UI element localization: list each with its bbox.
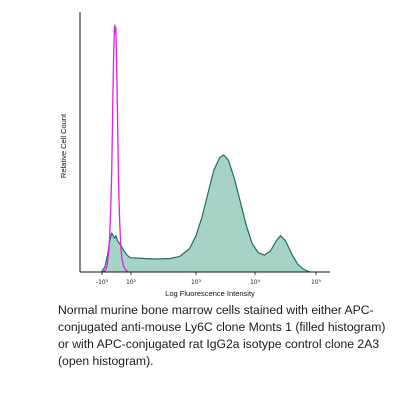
plot-area [100,24,311,273]
open-histogram-line [103,24,129,273]
x-tick-label: 10³ [191,279,202,286]
x-axis-ticks: -10³ 10² 10³ 10⁴ 10⁵ [96,272,322,286]
x-tick-label: -10³ [96,279,109,286]
x-tick-label: 10² [126,279,137,286]
x-tick-label: 10⁵ [311,279,322,286]
x-axis-label: Log Fluorescence Intensity [165,289,255,298]
x-tick-label: 10⁴ [250,279,261,286]
figure-caption: Normal murine bone marrow cells stained … [58,303,386,368]
filled-histogram-outline [100,154,311,273]
filled-histogram-area [101,155,310,272]
y-axis-label: Relative Cell Count [59,113,68,178]
